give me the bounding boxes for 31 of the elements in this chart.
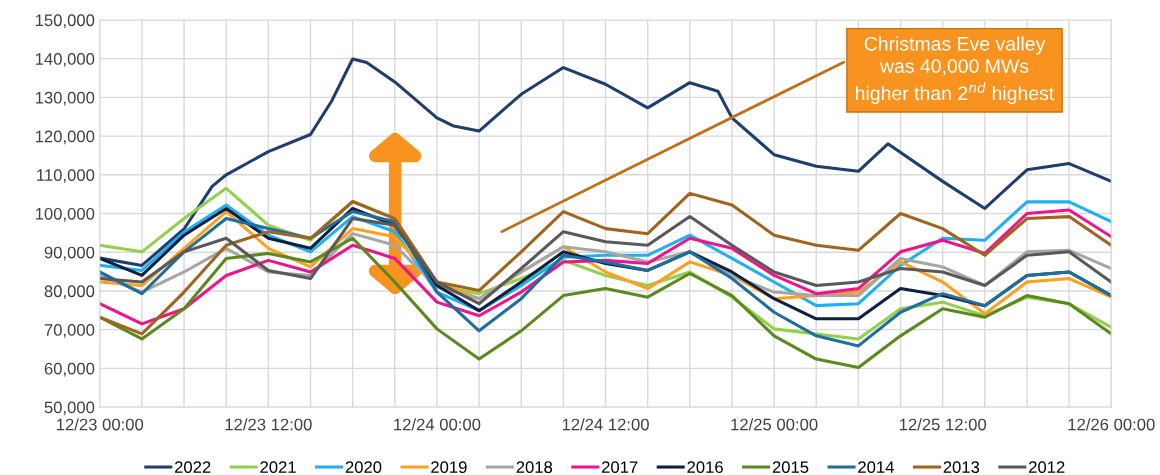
y-tick-label: 60,000 — [44, 362, 95, 377]
annotation: Christmas Eve valley was 40,000 MWs higher than 2$^{nd}$ highest — [856, 36, 1055, 105]
y-tick-label: 70,000 — [44, 324, 95, 338]
legend-label: 2016 — [687, 461, 723, 474]
legend-label: 2012 — [1029, 461, 1065, 474]
x-tick-label: 12/23 00:00 — [57, 418, 144, 431]
legend-label: 2017 — [601, 461, 638, 474]
legend-label: 2014 — [858, 461, 894, 474]
legend-label: 2021 — [260, 461, 296, 474]
x-tick-label: 12/26 00:00 — [1068, 418, 1155, 431]
y-tick-label: 130,000 — [35, 91, 95, 106]
x-tick-label: 12/24 12:00 — [562, 418, 649, 431]
y-tick-label: 140,000 — [35, 53, 95, 67]
legend-label: 2018 — [516, 461, 553, 474]
y-tick-label: 90,000 — [44, 246, 95, 261]
y-tick-label: 80,000 — [44, 285, 95, 300]
x-tick-label: 12/25 12:00 — [899, 418, 987, 431]
x-tick-label: 12/25 00:00 — [731, 418, 818, 431]
y-tick-label: 50,000 — [44, 401, 95, 416]
y-tick-label: 100,000 — [35, 207, 95, 222]
legend-label: 2022 — [174, 461, 211, 474]
y-tick-label: 150,000 — [35, 14, 95, 29]
legend-label: 2015 — [772, 461, 809, 474]
legend-label: 2020 — [345, 461, 382, 474]
legend-label: 2013 — [943, 461, 980, 474]
y-tick-label: 120,000 — [35, 130, 95, 145]
legend-label: 2019 — [431, 461, 467, 474]
line-series — [99, 210, 1112, 348]
x-tick-label: 12/23 12:00 — [225, 418, 312, 431]
y-tick-label: 110,000 — [37, 169, 95, 183]
x-tick-label: 12/24 00:00 — [394, 418, 481, 431]
